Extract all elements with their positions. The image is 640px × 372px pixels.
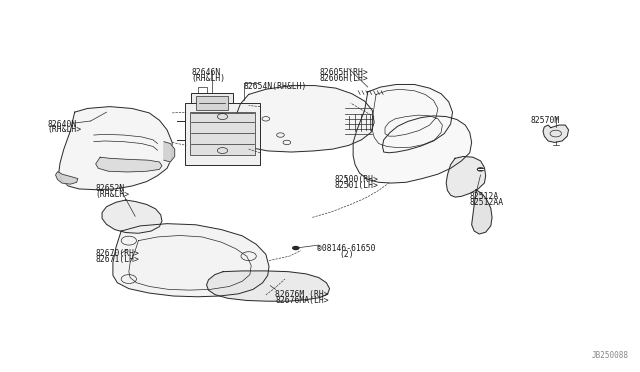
Circle shape (477, 167, 484, 171)
Polygon shape (164, 142, 175, 162)
Text: 82676MA(LH>: 82676MA(LH> (275, 296, 329, 305)
Text: (RH&LH>: (RH&LH> (47, 125, 81, 134)
Polygon shape (59, 107, 172, 190)
Bar (185, 103, 260, 164)
Polygon shape (472, 190, 492, 234)
Polygon shape (113, 224, 269, 297)
Text: 82606H(LH>: 82606H(LH> (320, 74, 369, 83)
Text: 82512AA: 82512AA (470, 198, 504, 207)
Text: 82671(LH>: 82671(LH> (96, 255, 140, 264)
Polygon shape (353, 84, 472, 183)
Polygon shape (543, 125, 568, 142)
Text: 82670(RH>: 82670(RH> (96, 249, 140, 258)
Text: 82640N: 82640N (47, 119, 77, 129)
Bar (190, 112, 255, 155)
Text: 82570M: 82570M (531, 116, 559, 125)
Polygon shape (56, 172, 78, 184)
Text: ®08146-61650: ®08146-61650 (317, 244, 375, 253)
Text: 82501(LH>: 82501(LH> (334, 181, 378, 190)
Polygon shape (236, 86, 374, 152)
Text: 82676M (RH>: 82676M (RH> (275, 290, 329, 299)
Text: 82646N: 82646N (191, 68, 221, 77)
Circle shape (292, 246, 300, 250)
Bar (196, 96, 228, 110)
Polygon shape (207, 271, 330, 301)
Text: (2): (2) (339, 250, 354, 259)
Text: (RH&LH): (RH&LH) (191, 74, 225, 83)
Polygon shape (446, 157, 486, 197)
Text: 82605H(RH>: 82605H(RH> (320, 68, 369, 77)
Polygon shape (96, 157, 162, 172)
Bar (191, 93, 233, 112)
Text: (RH&LH>: (RH&LH> (96, 190, 130, 199)
Text: 82654N(RH&LH): 82654N(RH&LH) (244, 82, 307, 91)
Text: 82512A: 82512A (470, 192, 499, 201)
Polygon shape (102, 200, 162, 233)
Text: 82500(RH>: 82500(RH> (334, 175, 378, 184)
Text: 82652N: 82652N (96, 184, 125, 193)
Text: JB250088: JB250088 (592, 350, 629, 359)
